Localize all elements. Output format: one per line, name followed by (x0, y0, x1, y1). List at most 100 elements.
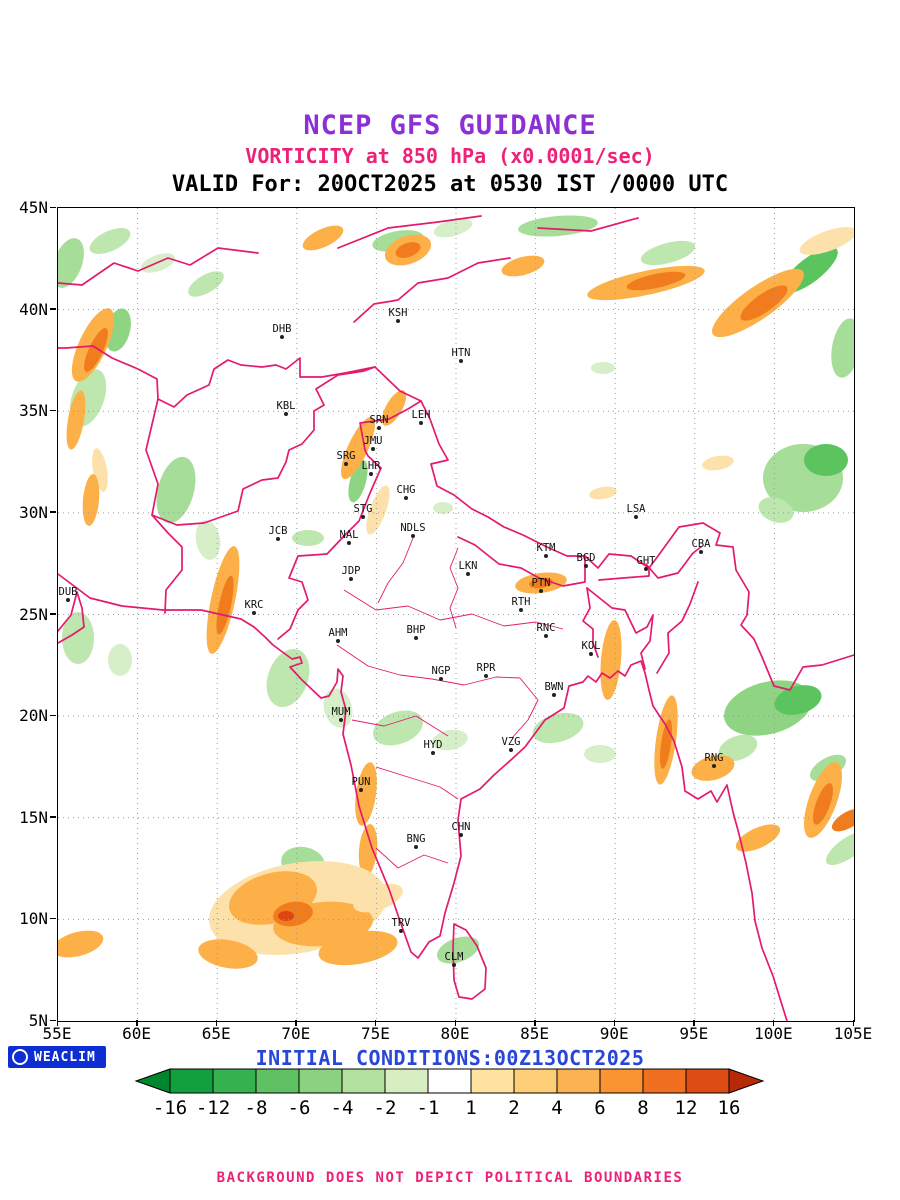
lat-tick-mark (50, 816, 56, 818)
station-label-RNG: RNG (705, 752, 724, 764)
vorticity-blob (640, 240, 696, 266)
colorbar-label: 12 (675, 1097, 698, 1118)
state-line (336, 644, 521, 686)
state-line (449, 547, 459, 629)
station-label-HTN: HTN (452, 347, 471, 359)
station-dot-NDLS (411, 534, 415, 538)
colorbar-label: -2 (374, 1097, 397, 1118)
station-label-KBL: KBL (277, 400, 296, 412)
boundary-line (277, 400, 422, 640)
station-dot-BGD (584, 564, 588, 568)
vorticity-blob (372, 710, 424, 746)
colorbar-label: -1 (417, 1097, 440, 1118)
station-label-NAL: NAL (340, 529, 359, 541)
vorticity-blob (188, 271, 224, 297)
colorbar-segment (298, 1068, 343, 1094)
vorticity-blob (156, 456, 196, 524)
lat-tick-label: 35N (19, 401, 48, 421)
station-label-LKN: LKN (459, 560, 478, 572)
station-label-TRV: TRV (392, 917, 412, 929)
station-label-RTH: RTH (512, 596, 531, 608)
lon-tick-mark (295, 1020, 297, 1026)
lon-tick-label: 90E (599, 1024, 629, 1043)
lon-tick-label: 95E (679, 1024, 709, 1043)
station-label-BNG: BNG (407, 833, 426, 845)
lat-axis: 45N 40N 35N 30N 25N 20N 15N 10N 5N (0, 198, 50, 1030)
vorticity-blob (813, 783, 833, 825)
vorticity-blob (591, 362, 615, 374)
lat-tick-label: 25N (19, 604, 48, 624)
station-dot-DHB (280, 335, 284, 339)
country-coast-boundaries (58, 215, 854, 1021)
vorticity-blob (341, 416, 375, 480)
vorticity-blob (82, 474, 100, 526)
lon-tick-label: 100E (754, 1024, 793, 1043)
colorbar-segment (470, 1068, 515, 1094)
vorticity-blob (433, 502, 453, 514)
boundary-line (598, 567, 650, 581)
boundary-line (374, 366, 854, 691)
colorbar-segment (427, 1068, 472, 1094)
station-dot-GHT (644, 567, 648, 571)
station-dot-PTN (539, 589, 543, 593)
boundary-line (586, 587, 654, 670)
station-label-SRG: SRG (337, 450, 356, 462)
station-label-JCB: JCB (269, 525, 288, 537)
title-model: NCEP GFS GUIDANCE (303, 110, 597, 141)
lat-tick-label: 20N (19, 706, 48, 726)
lon-tick-mark (613, 1020, 616, 1026)
vorticity-blob (318, 930, 398, 966)
lon-tick-label: 65E (201, 1024, 231, 1043)
colorbar-label: -16 (153, 1097, 187, 1118)
station-dot-HYD (431, 751, 435, 755)
lat-tick-label: 5N (28, 1011, 48, 1030)
vorticity-blob (626, 271, 686, 291)
vorticity-blob (66, 390, 86, 450)
station-label-CHN: CHN (452, 821, 471, 833)
station-label-PUN: PUN (352, 776, 371, 788)
lat-tick-mark (50, 714, 56, 717)
station-dot-CBA (699, 550, 703, 554)
station-label-RNC: RNC (537, 622, 556, 634)
lon-tick-label: 80E (440, 1024, 470, 1043)
station-dot-LHR (369, 472, 373, 476)
vorticity-blob (58, 238, 84, 288)
station-dot-MUM (339, 718, 343, 722)
vorticity-blob (348, 459, 368, 503)
vorticity-blob (691, 755, 735, 781)
station-labels: DHB KSH HTN KBL LEH SRN JMU SRG LHR CHG STG NDLS JCB… (59, 307, 724, 967)
state-line (377, 537, 414, 604)
lon-tick-mark (534, 1020, 536, 1026)
station-dot-KOL (589, 652, 593, 656)
station-label-LEH: LEH (412, 409, 431, 421)
lon-tick-mark (454, 1020, 456, 1026)
station-dot-LSA (634, 515, 638, 519)
vorticity-blob (758, 497, 794, 523)
station-dot-RPR (484, 674, 488, 678)
lon-tick-mark (136, 1020, 138, 1026)
lat-tick-label: 30N (19, 502, 48, 522)
weaclim-badge: WEACLIM (8, 1046, 106, 1068)
station-label-CLM: CLM (445, 951, 464, 963)
vorticity-blob (740, 285, 788, 321)
colorbar-label: -12 (196, 1097, 230, 1118)
state-line (351, 715, 449, 737)
station-label-BHP: BHP (407, 624, 426, 636)
station-dot-RNC (544, 634, 548, 638)
vorticity-blob (735, 824, 781, 852)
station-label-JDP: JDP (342, 565, 361, 577)
colorbar-label: 2 (508, 1097, 519, 1118)
colorbar-label: 8 (637, 1097, 648, 1118)
vorticity-blob (589, 486, 617, 500)
colorbar-label: -6 (288, 1097, 311, 1118)
colorbar-label: 4 (551, 1097, 562, 1118)
station-label-LHR: LHR (362, 460, 382, 472)
lon-tick-mark (772, 1020, 775, 1026)
station-label-NDLS: NDLS (400, 522, 425, 534)
disclaimer-text: BACKGROUND DOES NOT DEPICT POLITICAL BOU… (216, 1170, 684, 1186)
title-valid-time: VALID For: 20OCT2025 at 0530 IST /0000 U… (171, 172, 729, 198)
colorbar-segment (513, 1068, 558, 1094)
station-dot-DUB (66, 598, 70, 602)
boundary-line (457, 536, 586, 587)
